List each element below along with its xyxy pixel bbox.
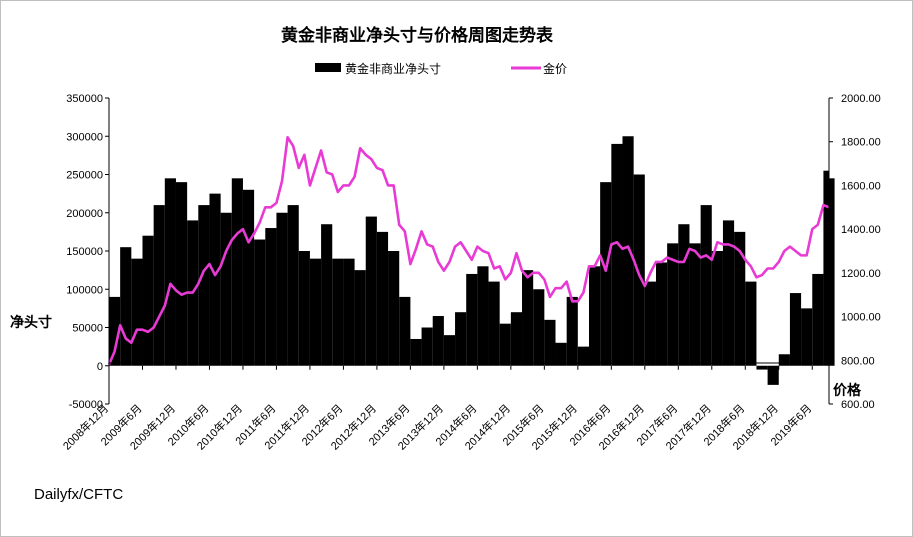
net-position-bar bbox=[421, 327, 433, 366]
legend-bar-label: 黄金非商业净头寸 bbox=[345, 61, 441, 76]
net-position-bar bbox=[689, 243, 701, 366]
net-position-bar bbox=[109, 296, 121, 366]
net-position-bar bbox=[722, 220, 735, 366]
net-position-bar bbox=[298, 251, 310, 366]
net-position-bar bbox=[209, 193, 221, 366]
net-position-bar bbox=[544, 319, 556, 366]
left-tick-label: 300000 bbox=[66, 131, 103, 143]
net-position-bar bbox=[131, 258, 143, 366]
net-position-bar bbox=[510, 312, 523, 366]
right-axis-ticks: 2000.00 1800.00 1600.00 1400.00 1200.00 1000.… bbox=[829, 93, 881, 411]
net-position-bar bbox=[265, 228, 277, 366]
net-position-bar bbox=[522, 270, 534, 366]
net-position-bar bbox=[756, 365, 768, 370]
left-axis-ticks: 350000 300000 250000 200000 150000 100000 5000… bbox=[66, 93, 109, 411]
net-position-bar bbox=[655, 262, 668, 366]
net-position-bar bbox=[789, 293, 802, 366]
net-position-bar bbox=[153, 205, 165, 366]
net-position-bar bbox=[667, 243, 679, 366]
left-tick-label: 150000 bbox=[66, 246, 103, 258]
left-tick-label: 350000 bbox=[66, 93, 103, 105]
net-position-bar bbox=[812, 273, 824, 366]
net-position-bar bbox=[254, 239, 266, 366]
left-tick-label: -50000 bbox=[69, 399, 103, 411]
gold-price-line-group bbox=[107, 136, 830, 366]
net-position-bar bbox=[734, 231, 746, 366]
net-position-bar bbox=[533, 289, 545, 366]
right-tick-label: 1000.00 bbox=[841, 312, 881, 324]
right-tick-label: 2000.00 bbox=[841, 93, 881, 105]
net-position-bar bbox=[678, 224, 690, 366]
net-position-bar bbox=[778, 354, 790, 366]
net-position-bar bbox=[589, 266, 601, 366]
net-position-bar bbox=[477, 266, 489, 366]
net-position-bar bbox=[343, 258, 355, 366]
net-position-bar bbox=[633, 174, 645, 366]
net-position-bar bbox=[332, 258, 344, 366]
left-tick-label: 250000 bbox=[66, 170, 103, 182]
net-position-bar bbox=[577, 346, 589, 366]
left-tick-label: 200000 bbox=[66, 208, 103, 220]
net-position-bar bbox=[432, 316, 444, 366]
net-position-bars bbox=[109, 136, 835, 385]
net-position-bar bbox=[175, 182, 188, 366]
net-position-bar bbox=[321, 224, 333, 366]
net-position-bar bbox=[488, 281, 500, 366]
net-position-bar bbox=[644, 281, 656, 366]
net-position-bar bbox=[309, 258, 322, 366]
net-position-bar bbox=[242, 189, 255, 366]
net-position-bar bbox=[443, 335, 456, 366]
net-position-bar bbox=[499, 323, 511, 366]
net-position-bar bbox=[466, 273, 478, 366]
right-tick-label: 800.00 bbox=[841, 355, 875, 367]
x-axis-ticks: 2008年12月2009年6月2009年12月2010年6月2010年12月20… bbox=[60, 365, 814, 453]
net-position-bar bbox=[566, 296, 578, 366]
left-axis-label: 净头寸 bbox=[10, 314, 52, 331]
gold-price-line bbox=[107, 136, 830, 366]
legend: 黄金非商业净头寸 金价 bbox=[315, 61, 567, 76]
net-position-bar bbox=[410, 338, 422, 366]
net-position-bar bbox=[700, 205, 712, 366]
net-position-bar bbox=[555, 342, 567, 366]
net-position-bar bbox=[600, 182, 612, 366]
net-position-bar bbox=[767, 365, 779, 385]
net-position-bar bbox=[231, 178, 243, 366]
net-position-bar bbox=[622, 136, 634, 366]
right-tick-label: 1400.00 bbox=[841, 224, 881, 236]
right-tick-label: 1800.00 bbox=[841, 137, 881, 149]
right-tick-label: 1200.00 bbox=[841, 268, 881, 280]
net-position-bar bbox=[287, 205, 299, 366]
net-position-bar bbox=[354, 270, 366, 366]
left-tick-label: 0 bbox=[97, 361, 103, 373]
left-tick-label: 50000 bbox=[72, 323, 103, 335]
right-axis-label: 价格 bbox=[833, 382, 862, 399]
net-position-bar bbox=[823, 170, 829, 366]
net-position-bar bbox=[455, 312, 467, 366]
net-position-bar bbox=[164, 178, 176, 366]
source-credit: Dailyfx/CFTC bbox=[34, 486, 123, 503]
net-position-bar bbox=[142, 235, 154, 366]
legend-bar-swatch bbox=[315, 63, 341, 72]
net-position-bar bbox=[376, 231, 389, 366]
net-position-bar bbox=[801, 308, 813, 366]
net-position-bar bbox=[276, 212, 288, 366]
legend-line-label: 金价 bbox=[543, 61, 567, 76]
net-position-bar bbox=[365, 216, 377, 366]
right-tick-label: 600.00 bbox=[841, 399, 875, 411]
net-position-bar bbox=[220, 212, 232, 366]
net-position-bar bbox=[198, 205, 210, 366]
net-position-bar bbox=[120, 247, 132, 366]
chart-title: 黄金非商业净头寸与价格周图走势表 bbox=[281, 25, 554, 46]
net-position-bar bbox=[388, 251, 400, 366]
net-position-bar bbox=[399, 296, 411, 366]
net-position-bar bbox=[829, 178, 835, 366]
net-position-bar bbox=[745, 281, 757, 366]
net-position-bar bbox=[611, 143, 623, 366]
left-tick-label: 100000 bbox=[66, 284, 103, 296]
net-position-bar bbox=[711, 251, 723, 366]
right-tick-label: 1600.00 bbox=[841, 180, 881, 192]
